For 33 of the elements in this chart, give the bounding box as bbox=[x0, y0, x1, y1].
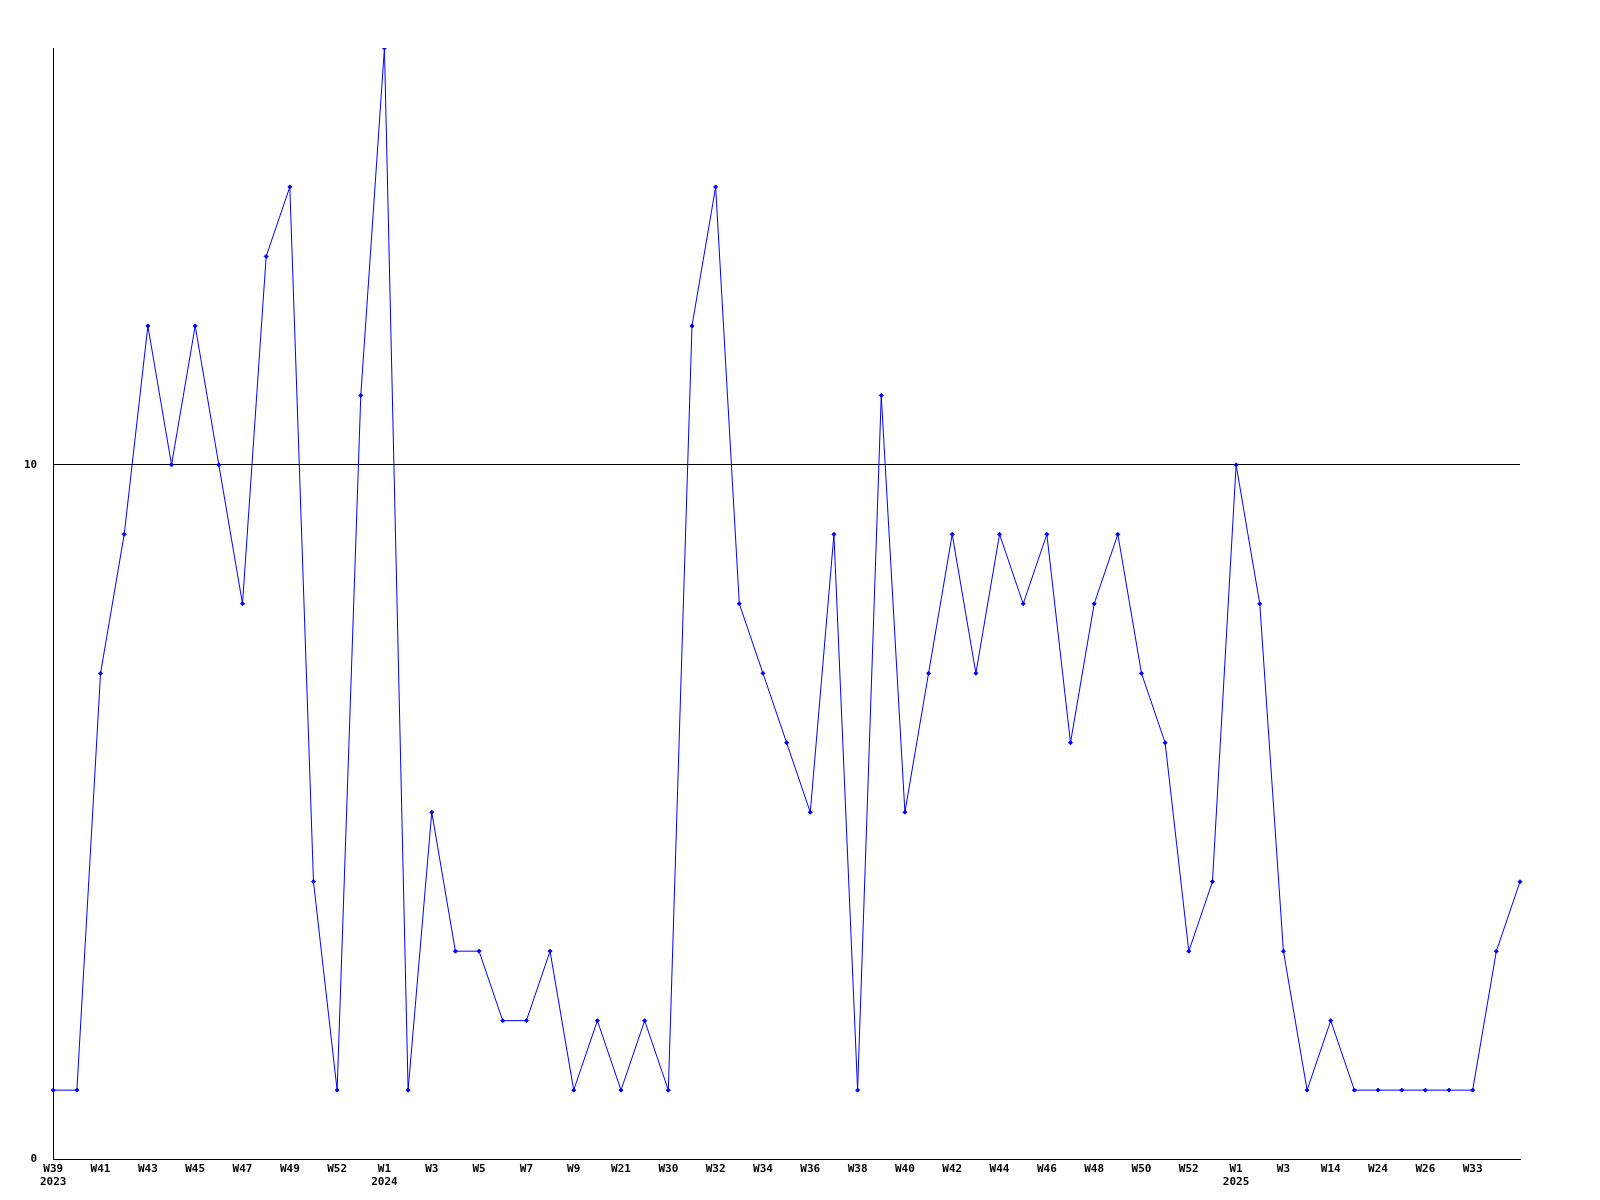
x-tick-label: W42 bbox=[942, 1162, 963, 1176]
x-tick-label: W3 bbox=[425, 1162, 439, 1176]
x-tick-label: W39 2023 bbox=[40, 1162, 67, 1189]
x-tick-label: W46 bbox=[1036, 1162, 1058, 1176]
x-tick-label: W38 bbox=[847, 1162, 868, 1176]
x-tick-label: W50 bbox=[1131, 1162, 1152, 1176]
x-tick-label: W9 bbox=[567, 1162, 581, 1176]
x-tick-label: W26 bbox=[1415, 1162, 1436, 1176]
x-tick-label: W44 bbox=[989, 1162, 1010, 1176]
x-tick-label: W49 bbox=[279, 1162, 300, 1176]
x-tick-label: W34 bbox=[753, 1162, 774, 1176]
x-tick-label: W52 bbox=[1178, 1162, 1199, 1176]
x-tick-label: W3 bbox=[1276, 1162, 1291, 1176]
x-tick-label: W7 bbox=[519, 1162, 534, 1176]
x-tick-label: W21 bbox=[611, 1162, 632, 1176]
x-tick-label: W43 bbox=[137, 1162, 158, 1176]
x-tick-label: W30 bbox=[658, 1162, 679, 1176]
x-tick-label: W24 bbox=[1368, 1162, 1389, 1176]
x-tick-label: W41 bbox=[90, 1162, 111, 1176]
x-tick-label: W47 bbox=[232, 1162, 253, 1176]
x-tick-label: W32 bbox=[705, 1162, 726, 1176]
x-tick-label: W5 bbox=[472, 1162, 486, 1176]
y-tick-label: 0 bbox=[30, 1152, 38, 1166]
y-tick-label: 10 bbox=[24, 457, 38, 471]
x-tick-label: W40 bbox=[894, 1162, 915, 1176]
x-tick-label: W45 bbox=[185, 1162, 206, 1176]
x-tick-label: W52 bbox=[327, 1162, 348, 1176]
x-tick-label: W48 bbox=[1084, 1162, 1105, 1176]
x-tick-label: W14 bbox=[1320, 1162, 1342, 1176]
x-tick-label: W1 2024 bbox=[371, 1162, 399, 1189]
x-tick-label: W1 2025 bbox=[1222, 1162, 1250, 1189]
x-tick-label: W36 bbox=[800, 1162, 821, 1176]
x-tick-label: W33 bbox=[1462, 1162, 1483, 1176]
